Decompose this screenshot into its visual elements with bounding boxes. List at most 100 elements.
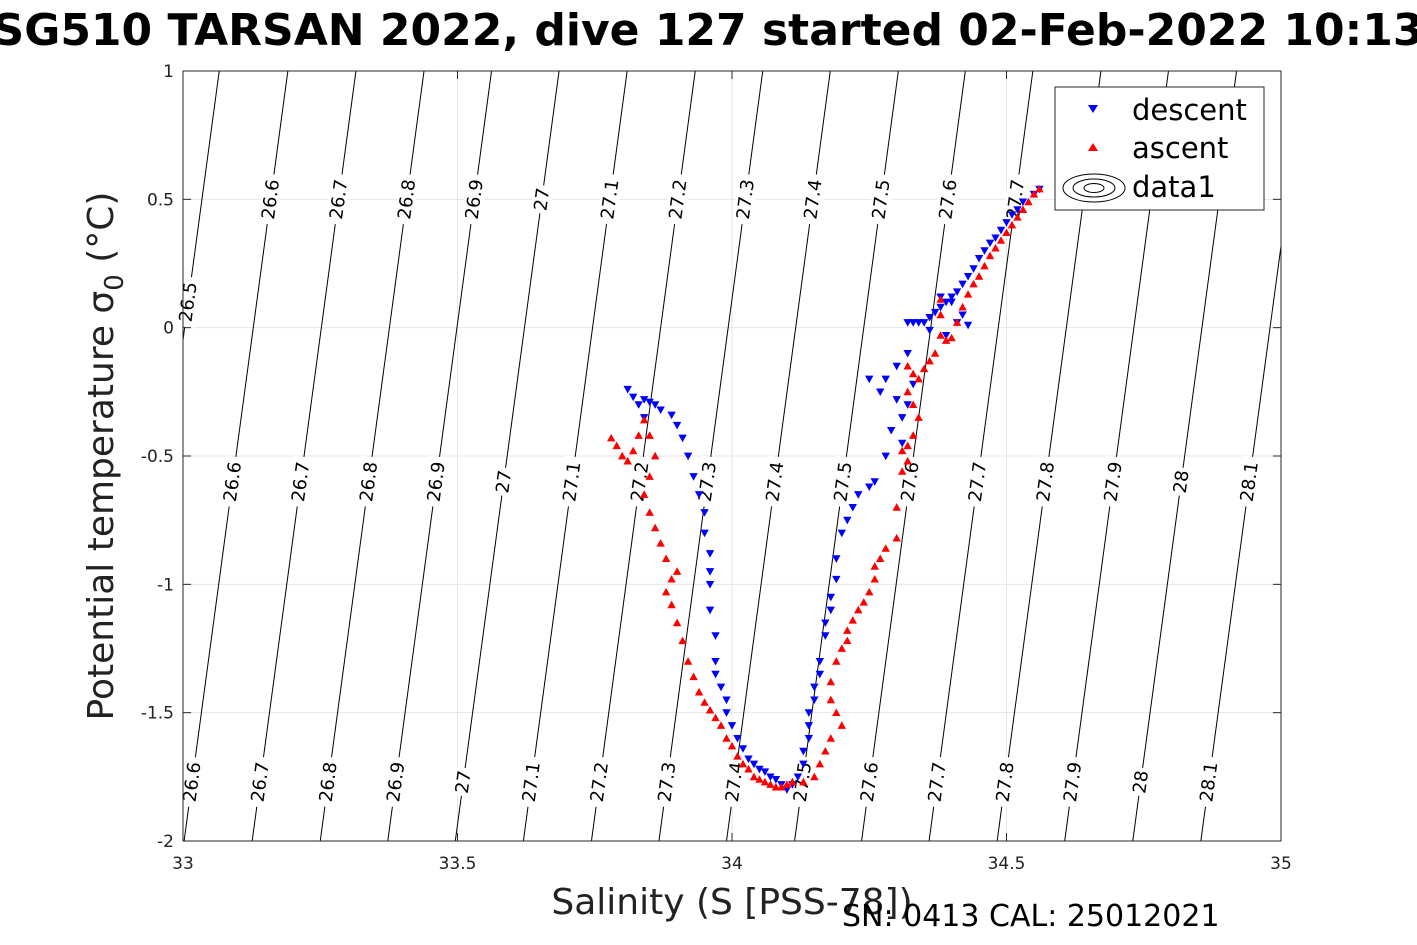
ascent-point — [661, 587, 671, 596]
ascent-point — [969, 279, 978, 288]
contour-label-bg — [451, 766, 476, 798]
x-axis: 33 33.5 34 34.5 35 — [172, 71, 1292, 874]
ascent-point — [832, 657, 841, 665]
ascent-point — [744, 764, 753, 773]
ascent-point — [700, 698, 709, 706]
contour-label-group: 26.6 — [178, 755, 206, 809]
ascent-point — [881, 544, 890, 552]
ascent-point — [711, 713, 720, 722]
descent-point — [656, 406, 665, 414]
descent-point — [947, 293, 956, 302]
legend-data1-label: data1 — [1132, 170, 1216, 204]
descent-point — [705, 606, 715, 615]
descent-point — [727, 722, 737, 730]
ascent-point — [870, 562, 879, 570]
contour-label-bg — [422, 455, 450, 508]
svg-text:Potential temperature σ0 (°C): Potential temperature σ0 (°C) — [81, 192, 130, 721]
ascent-point — [645, 431, 654, 439]
contour-label-bg — [325, 173, 352, 226]
descent-point — [1002, 219, 1011, 227]
descent-point — [705, 550, 715, 558]
contour-label-group: 26.8 — [314, 755, 342, 809]
descent-point — [810, 683, 819, 692]
contour-label-bg — [314, 755, 342, 809]
ascent-point — [650, 523, 660, 532]
ascent-point — [826, 734, 836, 742]
descent-point — [689, 473, 698, 481]
descent-point — [936, 303, 945, 312]
ascent-point — [908, 400, 918, 409]
descent-point — [744, 755, 753, 764]
descent-point — [804, 709, 814, 717]
contour-label-bg — [393, 173, 420, 226]
contour-label-bg — [178, 755, 206, 809]
ascent-point — [837, 644, 846, 652]
descent-point — [941, 298, 951, 307]
descent-point — [760, 768, 770, 776]
ascent-point — [908, 431, 918, 439]
ascent-point — [821, 746, 830, 755]
ascent-point — [892, 533, 901, 542]
descent-point — [799, 760, 808, 769]
contour-label: 27 — [452, 769, 476, 795]
ascent-point — [1007, 220, 1017, 229]
ascent-point — [826, 695, 836, 704]
ascent-point — [941, 336, 951, 344]
ascent-point — [678, 636, 687, 645]
ascent-point — [788, 777, 797, 786]
contour-label-bg — [596, 173, 624, 226]
ascent-point — [919, 364, 929, 373]
contour-label-bg — [246, 755, 274, 809]
ascent-point — [903, 456, 912, 465]
descent-point — [958, 280, 967, 289]
contour-label-group: 26.5 — [174, 275, 202, 329]
contour-label-bg — [174, 275, 202, 329]
ascent-point — [810, 772, 819, 781]
ascent-point — [985, 251, 995, 260]
ascent-point — [897, 467, 907, 475]
descent-point — [793, 773, 803, 782]
contour-label-bg — [1195, 755, 1223, 809]
descent-point — [749, 760, 759, 769]
contour-label-bg — [586, 755, 613, 809]
descent-point — [925, 326, 934, 335]
contour-label-bg — [257, 173, 284, 226]
contour-label-group: 26.8 — [393, 173, 420, 226]
contour-label-bg — [761, 455, 789, 508]
contour-label-bg — [1128, 766, 1153, 798]
descent-point — [771, 776, 781, 784]
ascent-point — [1002, 228, 1011, 237]
ascent-point — [848, 616, 857, 624]
contour-label: 27 — [492, 469, 516, 495]
contour-labels: 26.6 26.7 26.8 26.9 27 27.1 27.2 27.3 27.4 27.5 27… — [174, 173, 1263, 809]
descent-point — [645, 398, 654, 407]
descent-point — [804, 722, 814, 730]
descent-point — [963, 272, 973, 281]
contour-label-bg — [287, 455, 314, 508]
contour-label-bg — [355, 455, 382, 508]
ascent-point — [771, 782, 781, 791]
ascent-point — [799, 777, 808, 786]
descent-point — [650, 401, 660, 409]
descent-point — [628, 393, 638, 402]
contour-label-bg — [934, 173, 962, 226]
ascent-point — [623, 456, 632, 465]
ascent-point — [782, 780, 792, 788]
ascent-point — [749, 772, 759, 781]
ascent-point — [738, 759, 748, 768]
contour-label: 28 — [1170, 469, 1194, 495]
descent-point — [821, 632, 830, 640]
ascent-point — [607, 433, 616, 442]
descent-point — [821, 619, 830, 628]
descent-point — [985, 239, 995, 248]
descent-point — [908, 380, 918, 389]
descent-point — [672, 421, 682, 430]
ascent-point — [876, 554, 885, 563]
descent-point — [908, 319, 918, 327]
ascent-point — [667, 575, 676, 583]
contour-label-bg — [1236, 455, 1263, 508]
ascent-series — [607, 184, 1044, 791]
ascent-point — [843, 636, 852, 645]
